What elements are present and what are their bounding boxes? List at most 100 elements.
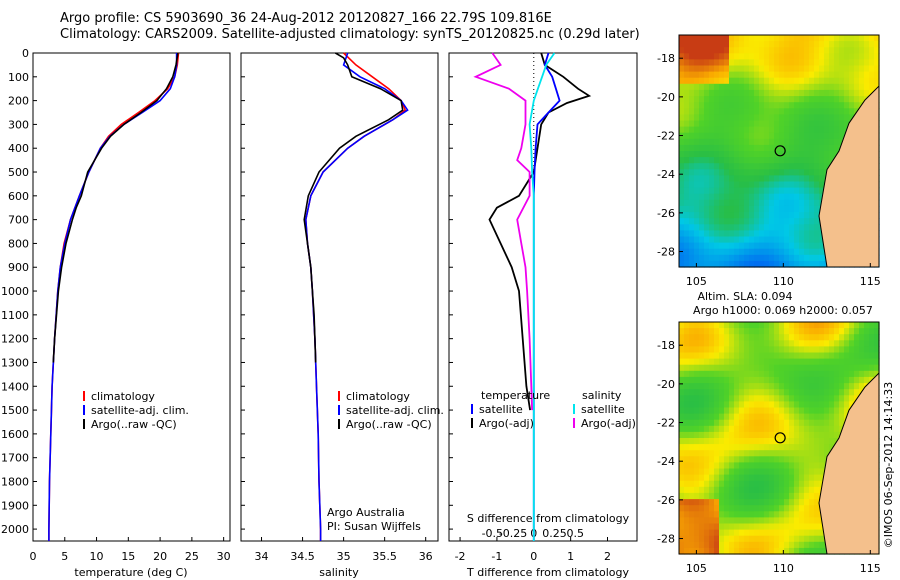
map-cell xyxy=(809,151,815,158)
map-cell xyxy=(694,224,700,231)
map-cell xyxy=(774,468,780,476)
legend-label: Argo(-adj) xyxy=(581,417,636,430)
map-cell xyxy=(689,163,695,170)
map-cell xyxy=(679,102,685,109)
map-cell xyxy=(864,346,870,354)
map-cell xyxy=(804,53,810,60)
map-cell xyxy=(799,89,805,97)
map-cell xyxy=(769,486,775,494)
map-cell xyxy=(724,322,730,329)
map-cell xyxy=(719,108,725,115)
map-cell xyxy=(839,322,845,329)
map-cell xyxy=(764,120,770,128)
map-cell xyxy=(819,535,825,543)
map-cell xyxy=(744,157,750,164)
map-cell xyxy=(784,328,790,335)
map-cell xyxy=(774,41,780,48)
map-cell xyxy=(804,218,810,225)
map-cell xyxy=(729,346,735,354)
map-cell xyxy=(784,322,790,329)
map-cell xyxy=(844,346,850,354)
map-cell xyxy=(724,492,730,500)
map-cell xyxy=(774,242,780,250)
map-cell xyxy=(689,132,695,140)
map-cell xyxy=(794,151,800,158)
map-cell xyxy=(764,236,770,244)
map-cell xyxy=(749,193,755,201)
map-cell xyxy=(819,383,825,390)
map-cell xyxy=(779,120,785,128)
map-cell xyxy=(809,41,815,48)
map-cell xyxy=(734,224,740,231)
map-cell xyxy=(734,175,740,183)
map-cell xyxy=(809,529,815,537)
map-cell xyxy=(714,383,720,390)
map-cell xyxy=(769,389,775,396)
map-cell xyxy=(814,535,820,543)
map-cell xyxy=(744,450,750,457)
map-cell xyxy=(759,492,765,500)
map-cell xyxy=(709,517,715,525)
map-cell xyxy=(804,486,810,494)
map-cell xyxy=(834,132,840,140)
map-cell xyxy=(774,230,780,238)
map-cell xyxy=(714,407,720,415)
map-cell xyxy=(729,138,735,146)
map-cell xyxy=(684,77,690,85)
map-cell xyxy=(724,138,730,146)
map-cell xyxy=(764,224,770,231)
map-cell xyxy=(829,346,835,354)
map-cell xyxy=(804,431,810,439)
map-cell xyxy=(679,468,685,476)
map-cell xyxy=(829,132,835,140)
map-cell xyxy=(709,77,715,85)
map-cell xyxy=(699,144,705,152)
map-cell xyxy=(734,138,740,146)
map-cell xyxy=(829,96,835,103)
map-cell xyxy=(854,370,860,378)
map-cell xyxy=(724,65,730,73)
map-cell xyxy=(789,474,795,482)
map-cell xyxy=(774,144,780,152)
map-cell xyxy=(744,505,750,512)
map-cell xyxy=(759,340,765,347)
map-cell xyxy=(784,102,790,109)
map-cell xyxy=(779,450,785,457)
map-cell xyxy=(814,83,820,91)
map-cell xyxy=(774,132,780,140)
map-cell xyxy=(754,450,760,457)
map-cell xyxy=(749,499,755,506)
map-cell xyxy=(864,89,870,97)
map-cell xyxy=(759,334,765,341)
map-cell xyxy=(729,486,735,494)
map-cell xyxy=(794,199,800,207)
map-cell xyxy=(764,77,770,85)
map-cell xyxy=(719,370,725,378)
map-cell xyxy=(799,328,805,335)
y-tick-label: 1800 xyxy=(1,475,29,488)
map-cell xyxy=(829,53,835,60)
map-cell xyxy=(784,205,790,213)
map-y-tick-label: -24 xyxy=(657,455,675,468)
map-cell xyxy=(754,505,760,512)
map-cell xyxy=(729,419,735,427)
map-cell xyxy=(874,83,880,91)
map-cell xyxy=(689,407,695,415)
map-cell xyxy=(724,419,730,427)
map-cell xyxy=(749,230,755,238)
map-cell xyxy=(854,35,860,42)
map-cell xyxy=(699,35,705,42)
map-cell xyxy=(764,199,770,207)
map-cell xyxy=(794,169,800,176)
map-cell xyxy=(849,53,855,60)
map-cell xyxy=(799,224,805,231)
map-cell xyxy=(734,547,740,555)
map-cell xyxy=(724,169,730,176)
map-cell xyxy=(784,462,790,470)
map-cell xyxy=(774,370,780,378)
map-cell xyxy=(719,505,725,512)
map-cell xyxy=(694,230,700,238)
map-cell xyxy=(784,138,790,146)
map-cell xyxy=(794,505,800,512)
map-cell xyxy=(779,53,785,60)
